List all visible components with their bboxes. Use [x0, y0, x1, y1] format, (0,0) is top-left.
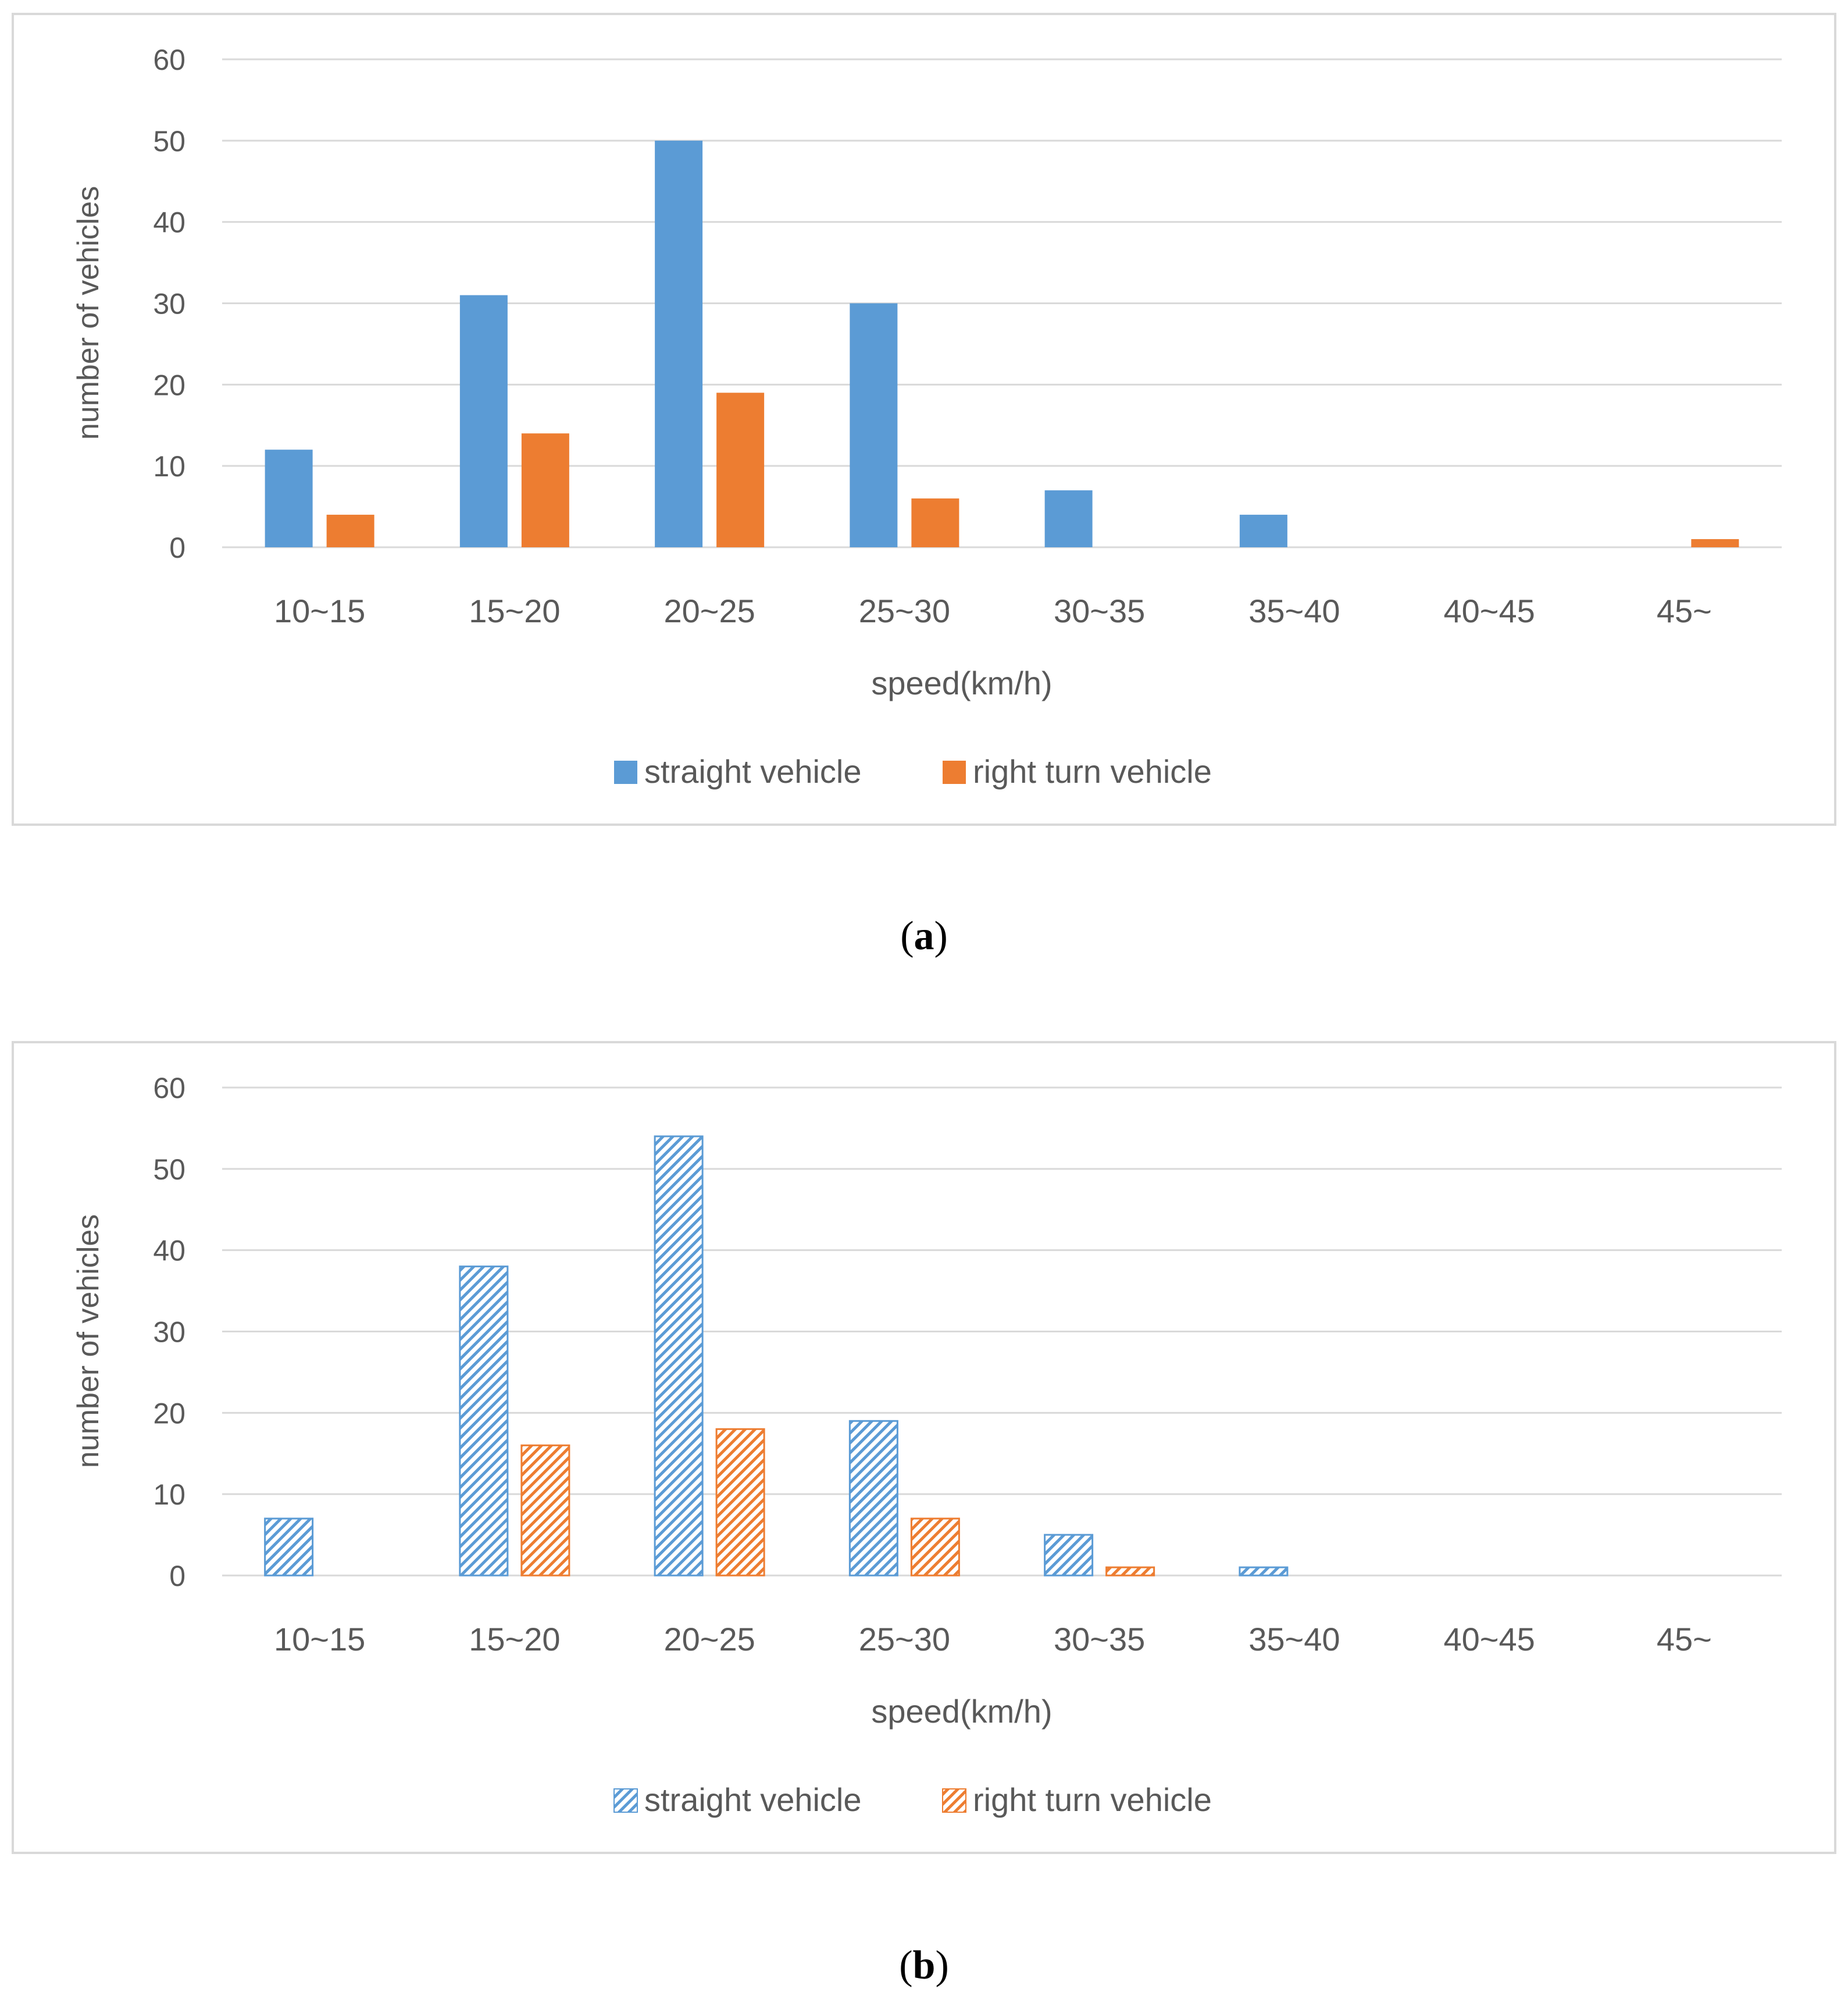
y-tick-label: 10: [153, 1478, 185, 1511]
y-tick-label: 20: [153, 369, 185, 401]
caption-a: (a): [0, 913, 1848, 960]
caption-b-label: b: [912, 1943, 936, 1988]
legend-label-right-turn: right turn vehicle: [973, 1781, 1212, 1818]
y-tick-label: 60: [153, 1072, 185, 1104]
y-tick-label: 60: [153, 44, 185, 76]
y-axis-title: number of vehicles: [72, 186, 105, 440]
y-tick-label: 20: [153, 1397, 185, 1430]
y-tick-label: 30: [153, 1316, 185, 1349]
x-tick-label: 10~15: [274, 593, 365, 629]
y-tick-label: 0: [169, 1560, 185, 1592]
x-tick-label: 20~25: [663, 1621, 755, 1657]
caption-b-open: (: [899, 1943, 913, 1988]
legend-swatch-straight: [613, 1788, 638, 1813]
y-tick-label: 50: [153, 125, 185, 158]
bar-chart-a: 0 10 20 30 40 50 60 10~15 15~20 20~25 25~30 30~35 35…: [72, 44, 1782, 790]
bar-straight-35~40: [1239, 515, 1287, 547]
bar-straight-25~30: [850, 303, 898, 547]
y-tick-label: 0: [169, 532, 185, 564]
bar-right-turn-15~20: [521, 433, 569, 547]
x-tick-label: 45~: [1657, 593, 1712, 629]
y-tick-label: 40: [153, 206, 185, 239]
x-tick-label: 40~45: [1443, 1621, 1535, 1657]
caption-b: (b): [0, 1942, 1848, 1989]
bar-right-turn-45~: [1691, 539, 1739, 547]
bar-straight-10~15: [265, 450, 313, 547]
x-tick-label: 10~15: [274, 1621, 365, 1657]
bar-straight-15~20: [459, 1265, 509, 1577]
x-tick-label: 30~35: [1054, 1621, 1145, 1657]
caption-a-open: (: [900, 914, 914, 958]
x-tick-label: 15~20: [469, 1621, 560, 1657]
x-tick-label: 15~20: [469, 593, 560, 629]
y-tick-label: 40: [153, 1235, 185, 1267]
bar-right-turn-25~30: [910, 1517, 960, 1577]
bar-straight-25~30: [848, 1420, 898, 1577]
bar-straight-35~40: [1239, 1566, 1289, 1577]
x-tick-label: 45~: [1657, 1621, 1712, 1657]
chart-panel-b: 0 10 20 30 40 50 60 10~15 15~20 20~25 25~30 30~35 35…: [12, 1041, 1836, 1854]
bar-right-turn-15~20: [520, 1444, 570, 1577]
x-tick-label: 20~25: [663, 593, 755, 629]
legend-swatch-right-turn: [942, 1788, 966, 1813]
bar-straight-30~35: [1044, 490, 1093, 547]
bar-straight-20~25: [655, 140, 703, 548]
y-tick-label: 50: [153, 1153, 185, 1186]
y-tick-label: 30: [153, 288, 185, 320]
chart-panel-a: 0 10 20 30 40 50 60 10~15 15~20 20~25 25~30 30~35 35…: [12, 13, 1836, 826]
caption-a-label: a: [914, 914, 934, 958]
legend-swatch-right-turn: [943, 761, 966, 784]
x-tick-label: 40~45: [1443, 593, 1535, 629]
x-axis-title: speed(km/h): [871, 665, 1052, 701]
y-axis-title: number of vehicles: [72, 1214, 105, 1468]
x-tick-label: 35~40: [1248, 593, 1340, 629]
bar-right-turn-30~35: [1105, 1566, 1155, 1577]
bar-straight-20~25: [654, 1135, 704, 1577]
bar-straight-10~15: [264, 1517, 314, 1577]
caption-b-close: ): [935, 1943, 949, 1988]
bar-right-turn-20~25: [716, 393, 765, 547]
caption-a-close: ): [934, 914, 948, 958]
legend-label-right-turn: right turn vehicle: [973, 753, 1212, 790]
legend-swatch-straight: [614, 761, 637, 784]
bar-right-turn-10~15: [326, 515, 374, 547]
x-tick-label: 25~30: [859, 593, 950, 629]
bar-chart-b: 0 10 20 30 40 50 60 10~15 15~20 20~25 25~30 30~35 35…: [72, 1072, 1782, 1818]
bar-right-turn-25~30: [911, 498, 959, 547]
x-axis-title: speed(km/h): [871, 1693, 1052, 1730]
bar-straight-15~20: [459, 295, 508, 547]
x-tick-label: 25~30: [859, 1621, 950, 1657]
bar-straight-30~35: [1044, 1534, 1094, 1577]
x-tick-label: 35~40: [1248, 1621, 1340, 1657]
legend-label-straight: straight vehicle: [644, 1781, 862, 1818]
bar-right-turn-20~25: [715, 1428, 765, 1577]
y-tick-label: 10: [153, 450, 185, 483]
x-tick-label: 30~35: [1054, 593, 1145, 629]
legend-label-straight: straight vehicle: [644, 753, 862, 790]
